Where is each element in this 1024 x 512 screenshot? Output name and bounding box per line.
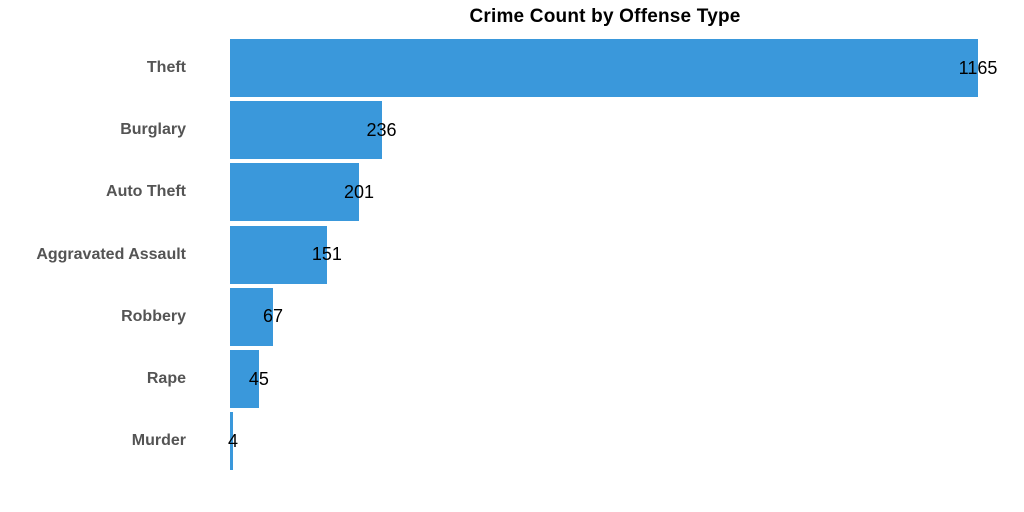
category-label: Aggravated Assault [36,245,186,263]
value-label: 1165 [958,57,998,78]
bar [230,101,382,160]
bar [230,39,978,97]
category-label: Murder [131,432,186,450]
chart-title: Crime Count by Offense Type [469,6,741,27]
value-label: 67 [263,306,284,327]
value-label: 236 [366,119,397,140]
bar [230,163,360,222]
bar [230,412,233,471]
bar [230,287,274,346]
bar [230,225,327,284]
category-label: Burglary [120,121,186,139]
value-label: 45 [248,368,269,389]
category-label: Theft [146,59,186,76]
value-label: 4 [227,430,238,451]
bar [230,350,259,408]
category-label: Rape [146,370,186,387]
category-label: Robbery [121,307,186,325]
category-label: Auto Theft [106,183,186,201]
value-label: 151 [311,244,342,265]
value-label: 201 [344,181,375,202]
